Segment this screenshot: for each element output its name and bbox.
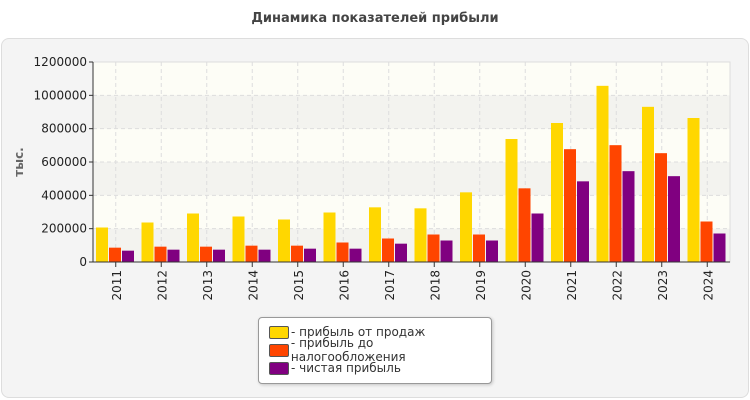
- bar-1: [414, 208, 427, 262]
- bar-2: [245, 245, 258, 262]
- legend-swatch: [269, 361, 289, 375]
- y-tick-label: 0: [79, 255, 87, 269]
- bar-2: [291, 245, 303, 262]
- y-tick-label: 600000: [41, 155, 87, 169]
- x-tick-label: 2023: [656, 270, 670, 301]
- bar-2: [564, 149, 576, 262]
- legend-label: - прибыль до налогообложения: [290, 336, 406, 364]
- bar-3: [122, 250, 134, 262]
- x-tick-label: 2024: [701, 270, 715, 301]
- bar-3: [622, 171, 635, 262]
- bar-1: [323, 212, 336, 262]
- bar-2: [382, 238, 394, 262]
- chart-title: Динамика показателей прибыли: [251, 11, 499, 26]
- bar-2: [655, 153, 667, 262]
- bar-2: [427, 234, 440, 262]
- bar-3: [668, 176, 680, 262]
- bar-1: [460, 192, 472, 262]
- bar-3: [213, 249, 225, 262]
- y-tick-label: 200000: [41, 222, 87, 236]
- y-tick-label: 1200000: [34, 55, 87, 69]
- bar-3: [486, 240, 498, 262]
- bar-3: [167, 249, 180, 262]
- bar-2: [154, 246, 167, 262]
- bar-1: [141, 222, 154, 262]
- legend-item[interactable]: - чистая прибыль: [269, 359, 491, 377]
- y-tick-label: 1000000: [34, 88, 87, 102]
- bar-3: [440, 240, 453, 262]
- y-tick-label: 800000: [41, 122, 87, 136]
- x-tick-label: 2015: [292, 270, 306, 301]
- plot-band: [93, 95, 730, 129]
- bar-2: [609, 145, 622, 262]
- y-tick-label: 400000: [41, 188, 87, 202]
- x-tick-label: 2020: [519, 270, 533, 301]
- legend-item[interactable]: - прибыль от продаж: [269, 323, 491, 341]
- bar-1: [551, 123, 563, 262]
- x-tick-label: 2022: [610, 270, 624, 301]
- bar-1: [187, 213, 199, 262]
- legend: - прибыль от продаж - прибыль до налогооб…: [258, 317, 492, 384]
- x-tick-label: 2011: [110, 270, 124, 301]
- bar-1: [369, 207, 381, 262]
- x-tick-label: 2018: [428, 270, 442, 301]
- bar-1: [96, 227, 108, 262]
- bar-3: [349, 248, 362, 262]
- bar-2: [518, 188, 531, 262]
- bar-1: [642, 106, 654, 262]
- bar-3: [258, 249, 271, 262]
- bar-1: [232, 216, 245, 262]
- bar-3: [713, 233, 726, 262]
- bar-1: [687, 118, 700, 262]
- x-tick-label: 2012: [155, 270, 169, 301]
- bar-3: [577, 181, 589, 262]
- x-tick-label: 2016: [337, 270, 351, 301]
- y-axis-label: тыс.: [12, 147, 26, 176]
- bar-2: [336, 242, 349, 262]
- legend-swatch: [269, 343, 289, 357]
- legend-label: - чистая прибыль: [291, 361, 401, 375]
- legend-swatch: [269, 325, 289, 339]
- x-tick-label: 2017: [383, 270, 397, 301]
- bar-1: [596, 85, 609, 262]
- bar-3: [395, 243, 407, 262]
- legend-item[interactable]: - прибыль до налогообложения: [269, 336, 491, 364]
- bar-2: [473, 234, 485, 262]
- bar-3: [304, 248, 316, 262]
- x-tick-label: 2021: [565, 270, 579, 301]
- x-tick-label: 2014: [246, 270, 260, 301]
- x-tick-label: 2013: [201, 270, 215, 301]
- legend-label: - прибыль от продаж: [291, 325, 426, 339]
- bar-2: [109, 247, 121, 262]
- bar-3: [531, 213, 544, 262]
- bar-1: [278, 219, 290, 262]
- bar-1: [505, 139, 518, 262]
- bar-2: [700, 221, 713, 262]
- x-tick-label: 2019: [474, 270, 488, 301]
- bar-2: [200, 246, 212, 262]
